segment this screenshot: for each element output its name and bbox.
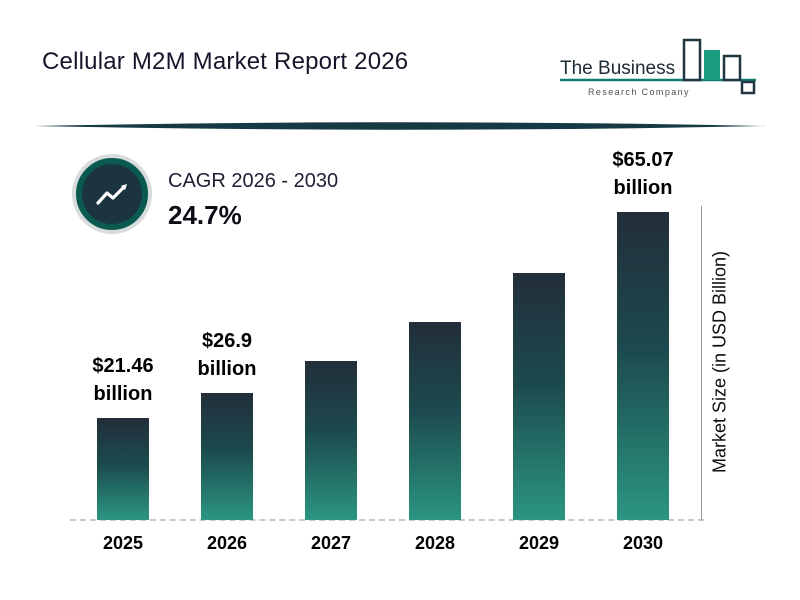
bar-2027: [305, 361, 357, 520]
logo-text-secondary: Research Company: [588, 87, 690, 97]
cagr-badge: [72, 154, 152, 234]
bar-2025: [97, 418, 149, 520]
x-axis-label-2025: 2025: [102, 533, 144, 553]
x-axis-label-2030: 2030: [622, 533, 664, 553]
cagr-value: 24.7%: [168, 200, 242, 230]
company-logo: The Business Research Company: [558, 34, 758, 106]
x-axis-label-2027: 2027: [310, 533, 352, 553]
bar-value-label-2026: $26.9 billion: [197, 330, 257, 380]
x-axis-label-2029: 2029: [518, 533, 560, 553]
logo-text-primary: The Business: [560, 58, 675, 79]
bar-2029: [513, 273, 565, 520]
company-logo-graphic: The Business Research Company: [560, 38, 756, 97]
logo-bars-icon: [682, 38, 756, 95]
bar-value-label-2025: $21.46 billion: [92, 355, 154, 405]
y-axis-title: Market Size (in USD Billion): [709, 250, 730, 474]
bar-2030: [617, 212, 669, 520]
y-axis-line: [701, 206, 702, 520]
page-title: Cellular M2M Market Report 2026: [42, 48, 409, 75]
bar-2026: [201, 393, 253, 520]
cagr-period-label: CAGR 2026 - 2030: [168, 170, 339, 192]
x-axis-label-2026: 2026: [206, 533, 248, 553]
x-axis-label-2028: 2028: [414, 533, 456, 553]
header-divider: [34, 122, 766, 130]
bar-2028: [409, 322, 461, 520]
trend-up-icon: [96, 184, 127, 205]
cagr-badge-ring: [76, 158, 148, 230]
bar-value-label-2030: $65.07 billion: [612, 149, 674, 199]
x-axis-baseline: [70, 519, 704, 521]
